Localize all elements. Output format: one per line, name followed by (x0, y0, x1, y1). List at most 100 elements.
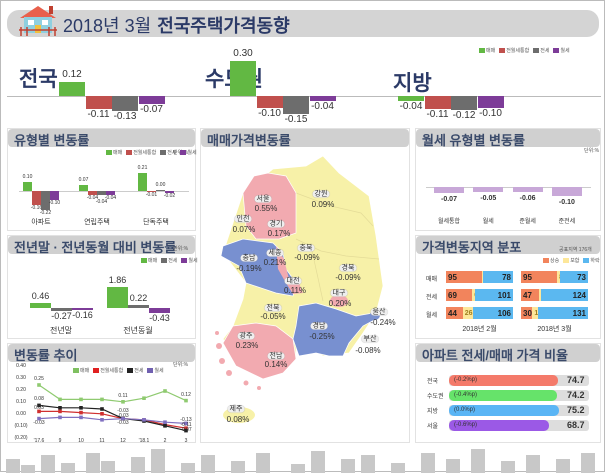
panel-title: 변동률 추이 (8, 344, 195, 363)
building-shape (391, 463, 405, 473)
building-shape (361, 455, 375, 473)
by-type-value-label: -0.22 (39, 210, 52, 217)
summary-bar (85, 96, 112, 109)
x-tick-label: 2 (163, 438, 167, 444)
by-type-bar (23, 182, 32, 191)
yoy-value-label: 0.46 (31, 290, 50, 301)
down-segment: 131 (538, 307, 588, 319)
panel-title: 유형별 변동률 (8, 129, 195, 148)
summary-value-label: -0.04 (311, 100, 334, 112)
legend-label: 전세 (134, 367, 144, 374)
summary-bar (230, 60, 256, 96)
rent-type-bar (434, 187, 464, 194)
flat-segment: 26 (462, 307, 473, 319)
map-region-name: 세종 (266, 249, 284, 257)
building-shape (101, 461, 115, 473)
map-region-name: 충북 (297, 244, 315, 252)
point-label: -0.03 (117, 412, 129, 419)
point-label: -0.03 (117, 408, 129, 415)
down-segment: 101 (474, 289, 513, 301)
rent-type-value-label: -0.10 (558, 199, 575, 206)
by-type-bar (165, 191, 174, 193)
legend-label: 전세 (540, 47, 550, 54)
rent-type-bar (473, 187, 504, 192)
building-shape (421, 453, 435, 473)
summary-value-label: -0.10 (258, 107, 281, 119)
legend: 매매 전월세통합 전세 월세 (479, 48, 570, 54)
unit-label: 단위:% (173, 246, 189, 252)
summary-value-label: -0.07 (140, 104, 163, 116)
map-region-name: 서울 (254, 195, 272, 203)
panel-title: 월세 유형별 변동률 (416, 129, 600, 148)
yoy-bar (107, 286, 128, 308)
yoy-value-label: 0.22 (129, 293, 148, 304)
map-region-value: 0.23% (235, 341, 259, 350)
legend-swatch (93, 368, 100, 373)
up-segment: 95 (521, 271, 558, 283)
rent-type-bar (551, 187, 582, 196)
title-date: 2018년 3월 (63, 16, 152, 36)
legend-item: 월세 (181, 258, 198, 264)
building-shape (526, 455, 540, 473)
point-label: 0.11 (118, 392, 128, 399)
ratio-value: 68.7 (567, 420, 585, 430)
ratio-row-label: 서울 (427, 424, 439, 430)
flat-segment: 8 (557, 271, 562, 283)
ratio-fill: (-0.4%p) (449, 390, 558, 401)
by-type-bar (97, 191, 106, 195)
legend-swatch (160, 150, 167, 155)
by-type-value-label: -0.04 (95, 199, 108, 206)
summary-value-label: 0.30 (233, 47, 253, 59)
category-label: 전년말 (49, 326, 73, 335)
panel-title: 가격변동지역 분포 (416, 236, 600, 255)
building-shape (181, 463, 195, 473)
map-region-value: 0.11% (283, 286, 307, 295)
summary-value-label: -0.04 (399, 100, 423, 112)
map-region-name: 제주 (227, 405, 245, 413)
legend-label: 매매 (486, 47, 496, 54)
legend-swatch (553, 48, 560, 53)
ratio-value: 74.2 (567, 390, 585, 400)
map-region-name: 경기 (267, 220, 285, 228)
by-type-bar (138, 172, 147, 191)
row-label: 월세 (426, 313, 438, 319)
category-label: 월세 (482, 219, 494, 225)
panel-rent-type: 월세 유형별 변동률 (415, 128, 601, 231)
distribution-bar: 696101 (446, 289, 513, 301)
map-region-value: -0.08% (355, 346, 381, 355)
by-type-bar (41, 191, 50, 211)
legend-label: 월세 (154, 367, 164, 374)
x-tick-label: '18.1 (138, 438, 150, 444)
category-label: 준전세 (558, 219, 576, 225)
map-region-value: 0.14% (264, 360, 288, 369)
by-type-value-label: -0.04 (104, 194, 117, 201)
by-type-value-label: 0.07 (78, 176, 89, 183)
map-region-name: 대구 (330, 289, 348, 297)
x-tick-label: 3 (184, 438, 188, 444)
by-type-bar (106, 191, 115, 195)
page-title: 2018년 3월 전국주택가격동향 (63, 12, 290, 38)
building-shape (291, 464, 305, 473)
legend-swatch (181, 258, 188, 263)
map-region-value: 0.17% (267, 229, 291, 238)
legend-label: 하락 (590, 257, 600, 264)
legend-item: 전세 (533, 48, 549, 54)
title-main: 전국주택가격동향 (157, 16, 290, 36)
legend: 매매 전월세통합 전세 월세 (106, 150, 197, 156)
legend-swatch (73, 368, 79, 373)
legend-label: 전월세통합 (506, 47, 530, 54)
summary-bar (59, 81, 85, 96)
ratio-row-label: 전국 (427, 379, 439, 385)
legend-label: 월세 (560, 47, 570, 54)
axis-line (426, 187, 591, 188)
legend-swatch (479, 48, 485, 53)
legend-swatch (126, 150, 133, 155)
legend-swatch (161, 258, 168, 263)
rent-type-bar (512, 187, 543, 193)
point-label: 0.08 (34, 396, 44, 403)
map-region-value: -0.19% (236, 264, 262, 273)
by-type-value-label: -0.02 (163, 192, 176, 199)
up-segment: 69 (446, 289, 473, 301)
y-tick-label: (0.10) (14, 423, 28, 429)
building-shape (6, 459, 20, 473)
